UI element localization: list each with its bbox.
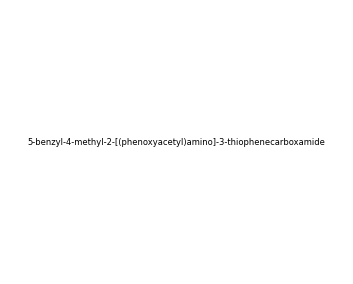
Text: 5-benzyl-4-methyl-2-[(phenoxyacetyl)amino]-3-thiophenecarboxamide: 5-benzyl-4-methyl-2-[(phenoxyacetyl)amin…: [28, 137, 325, 147]
